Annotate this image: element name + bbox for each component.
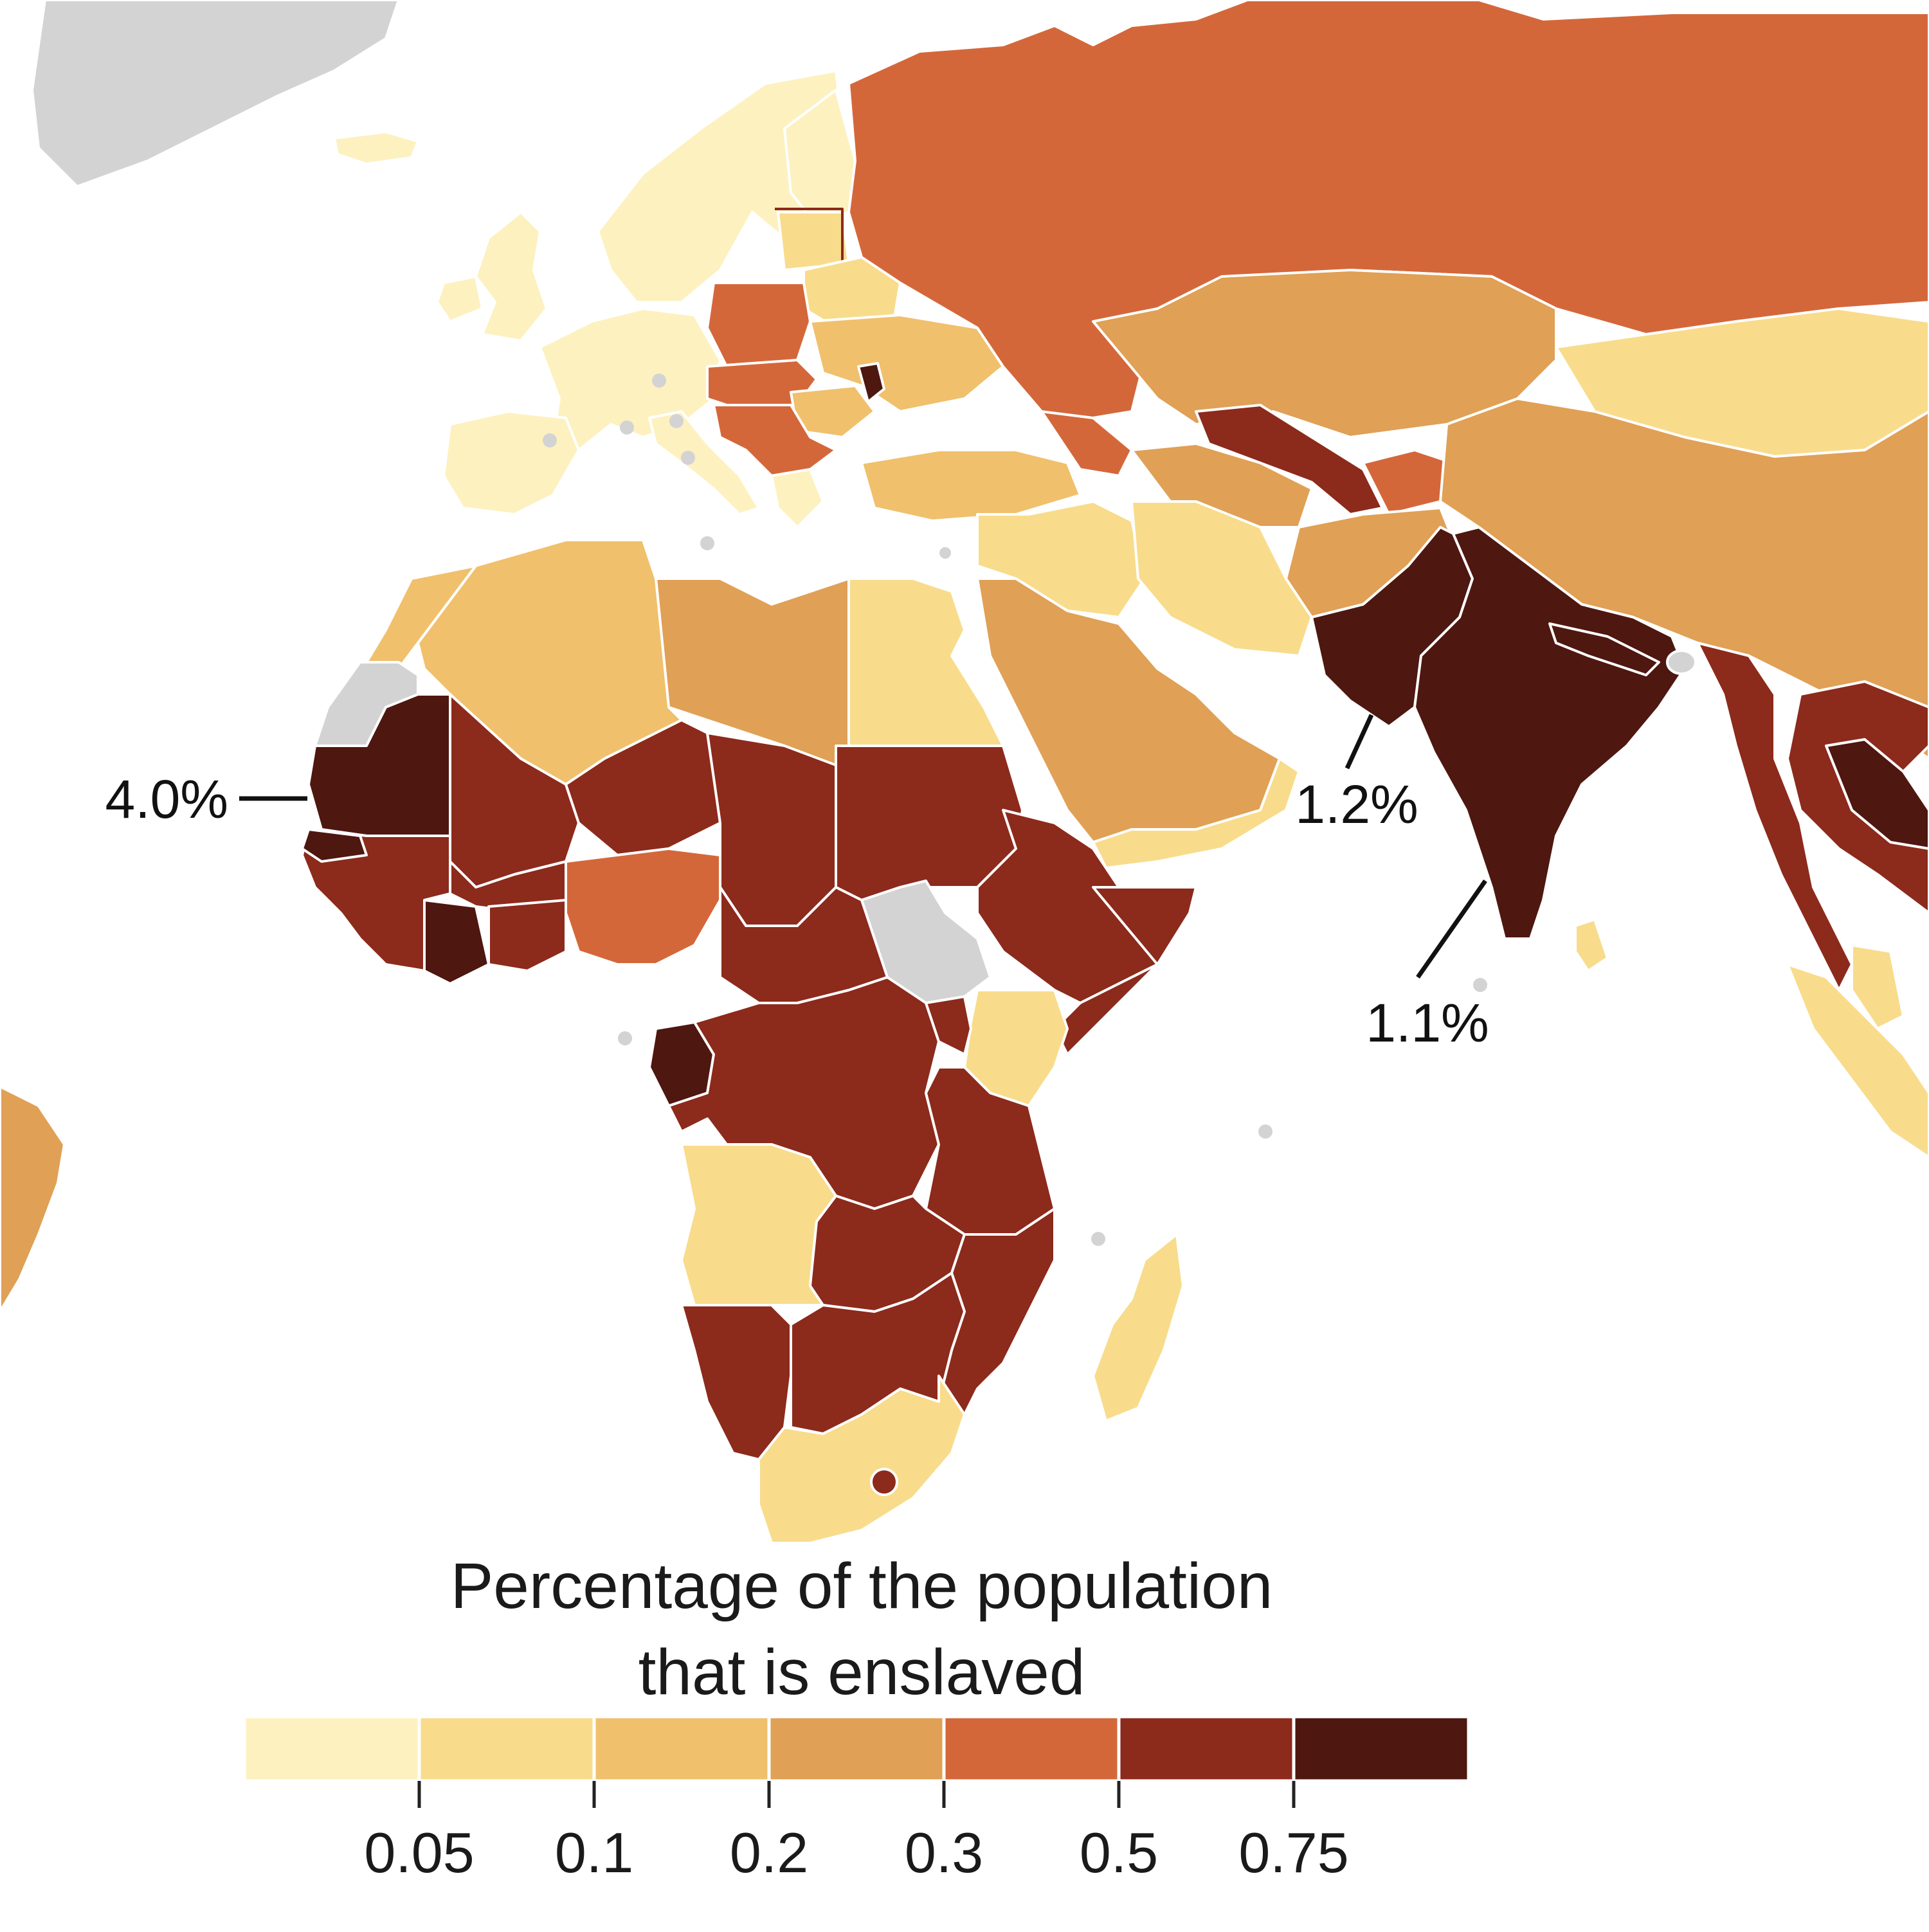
southeast-asia (1786, 680, 1929, 914)
nepal (1548, 622, 1660, 676)
ivory-coast (423, 899, 490, 985)
legend-bar: 0.05 0.1 0.2 0.3 0.5 0.75 (242, 1715, 1471, 1884)
uzbekistan (1195, 404, 1384, 516)
iceland (333, 131, 419, 165)
yemen-oman (1092, 757, 1300, 869)
greece (770, 468, 824, 528)
islands (543, 374, 1487, 1246)
legend-swatch (1117, 1715, 1296, 1783)
ukraine (809, 314, 1004, 413)
levant-iraq (976, 500, 1146, 618)
legend-tick-label: 0.2 (730, 1821, 808, 1884)
moldova (857, 362, 885, 403)
madagascar (1092, 1233, 1184, 1422)
senegal (301, 828, 368, 863)
legend-swatch (767, 1715, 946, 1783)
ireland (436, 275, 484, 323)
lesotho (870, 1468, 898, 1496)
legend-title: Percentage of the population that is ens… (0, 1543, 1723, 1715)
south-africa (757, 1375, 966, 1544)
legend-swatch (592, 1715, 771, 1783)
legend-swatch (1292, 1715, 1471, 1783)
russia (847, 0, 1929, 419)
italy (648, 410, 760, 516)
bhutan (1666, 649, 1697, 675)
callout-label-india: 1.1% (1366, 993, 1489, 1053)
callout-label-pakistan: 1.2% (1295, 774, 1418, 835)
united-kingdom (475, 211, 548, 342)
legend-tick-label: 0.75 (1238, 1821, 1348, 1884)
greenland (31, 0, 400, 188)
legend-title-line1: Percentage of the population (450, 1550, 1273, 1622)
namibia (680, 1304, 792, 1461)
iberia (442, 410, 580, 516)
nigeria (565, 847, 721, 966)
callout-line-india (1416, 879, 1487, 979)
malay-sumatra (1786, 963, 1929, 1159)
malaysia (1851, 944, 1905, 1030)
iran (1130, 500, 1313, 657)
somalia (1053, 886, 1197, 1056)
legend-tick-label: 0.5 (1080, 1821, 1158, 1884)
kaliningrad (775, 208, 844, 273)
egypt (847, 577, 1004, 747)
uganda (925, 995, 972, 1056)
legend-title-line2: that is enslaved (638, 1636, 1085, 1708)
poland (706, 282, 811, 368)
turkey (860, 449, 1082, 522)
legend-tick-label: 0.3 (905, 1821, 983, 1884)
sri-lanka (1574, 918, 1609, 972)
legend-swatch (942, 1715, 1121, 1783)
myanmar (1696, 642, 1853, 991)
legend-swatch (417, 1715, 596, 1783)
west-africa-coast (301, 828, 451, 972)
callout-label-mauritania: 4.0% (105, 769, 228, 829)
legend-swatch (242, 1715, 421, 1783)
brazil (0, 1085, 66, 1313)
ghana-togo-benin (487, 899, 567, 972)
callouts: 4.0% 1.2% 1.1% (105, 714, 1489, 1053)
india (1413, 526, 1686, 940)
legend-tick-label: 0.1 (555, 1821, 633, 1884)
callout-line-pakistan (1345, 714, 1374, 770)
legend-tick-label: 0.05 (364, 1821, 474, 1884)
